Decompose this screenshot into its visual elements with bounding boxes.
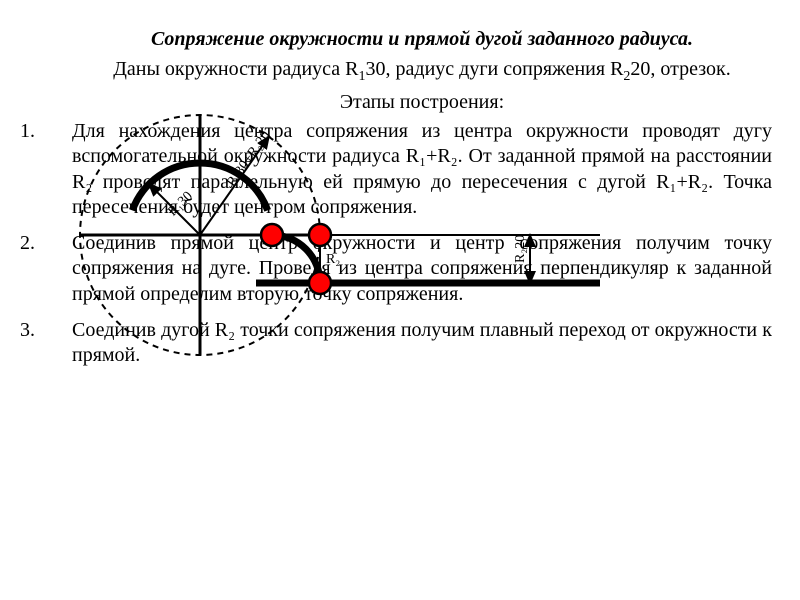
slide: Сопряжение окружности и прямой дугой зад… [0,0,800,600]
slide-title: Сопряжение окружности и прямой дугой зад… [72,28,772,51]
intro-part3: 20, отрезок. [630,58,730,80]
intro-text: Даны окружности радиуса R130, радиус дуг… [72,57,772,86]
steps-list: Для нахождения центра сопряжения из цент… [72,119,772,369]
intro-part2: 30, радиус дуги сопряжения R [366,58,624,80]
step-2: Соединив прямой центр окружности и центр… [40,231,772,308]
intro-part1: Даны окружности радиуса R [113,58,358,80]
stages-heading: Этапы построения: [72,90,772,115]
step-3: Соединив дугой R₂ точки сопряжения получ… [40,318,772,369]
intro-sub1: 1 [359,69,366,84]
step-1: Для нахождения центра сопряжения из цент… [40,119,772,221]
